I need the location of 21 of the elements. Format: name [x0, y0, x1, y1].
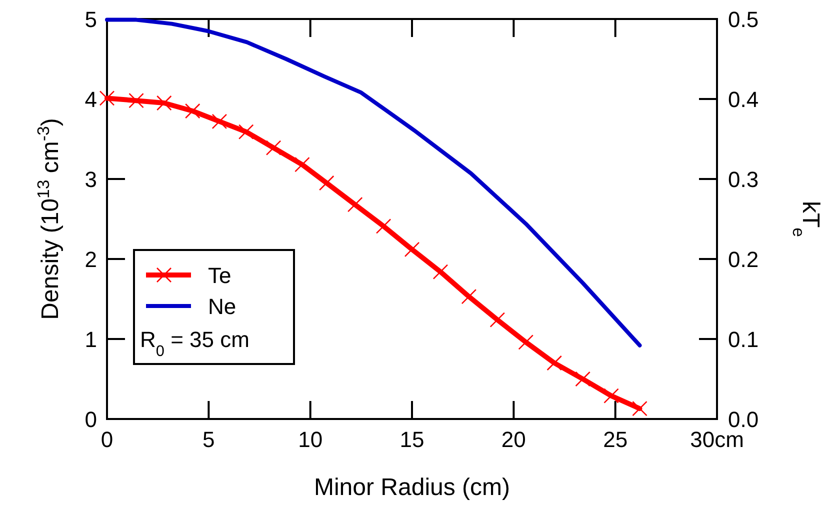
x-tick-label: 20 [501, 427, 526, 452]
y-tick-label: 3 [84, 167, 97, 192]
legend-label: Te [208, 263, 232, 288]
y-tick-label: 0 [84, 407, 97, 432]
y-tick-label: 1 [84, 327, 97, 352]
y2-tick-label: 0.4 [728, 87, 759, 112]
x-tick-label: 25 [603, 427, 628, 452]
x-tick-label: 0 [100, 427, 114, 452]
y2-tick-label: 0.3 [728, 167, 759, 192]
legend-label: Ne [208, 294, 236, 319]
y2-tick-label: 0.2 [728, 247, 759, 272]
annotation: R$_{0}$ = 35 cm [140, 327, 250, 360]
y-tick-label: 4 [84, 87, 97, 112]
y-tick-label: 5 [84, 7, 97, 32]
x-axis-title: Minor Radius (cm) [314, 474, 510, 501]
x-tick-label: 15 [400, 427, 424, 452]
y-tick-label: 2 [84, 247, 97, 272]
x-tick-label: 10 [298, 427, 323, 452]
y2-tick-label: 0.1 [728, 327, 759, 352]
y2-tick-label: 0.5 [728, 7, 759, 32]
x-tick-label: 5 [202, 427, 215, 452]
